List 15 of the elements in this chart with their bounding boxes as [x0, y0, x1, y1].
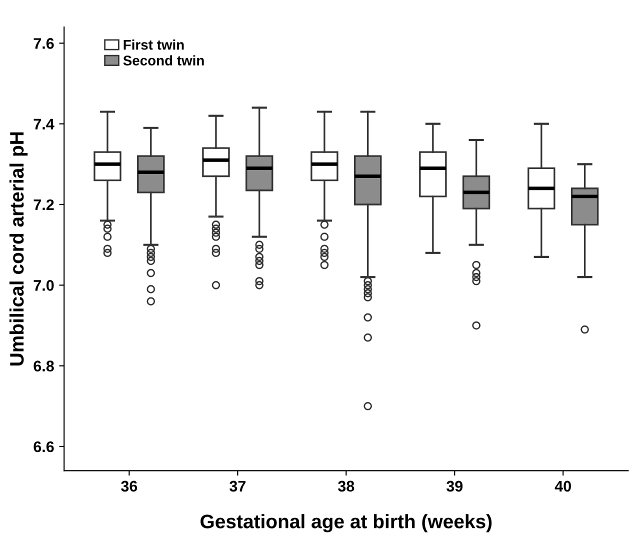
- legend-label: First twin: [124, 40, 184, 50]
- y-tick-label: 6.8: [34, 360, 54, 372]
- y-axis-title: Umbilical cord arterial pH: [9, 132, 28, 366]
- x-tick-label: 39: [446, 480, 463, 492]
- y-tick-label: 6.6: [34, 441, 54, 452]
- x-tick-label: 36: [121, 480, 138, 492]
- y-tick-label: 7.0: [34, 280, 54, 291]
- x-tick-label: 40: [554, 480, 571, 492]
- y-tick-label: 7.2: [34, 199, 54, 210]
- x-tick-label: 37: [230, 480, 246, 492]
- y-tick-label: 7.6: [34, 38, 54, 49]
- x-axis-title: Gestational age at birth (weeks): [200, 514, 492, 532]
- legend-label: Second twin: [123, 55, 204, 66]
- x-tick-label: 38: [338, 480, 354, 492]
- y-tick-label: 7.4: [34, 118, 54, 130]
